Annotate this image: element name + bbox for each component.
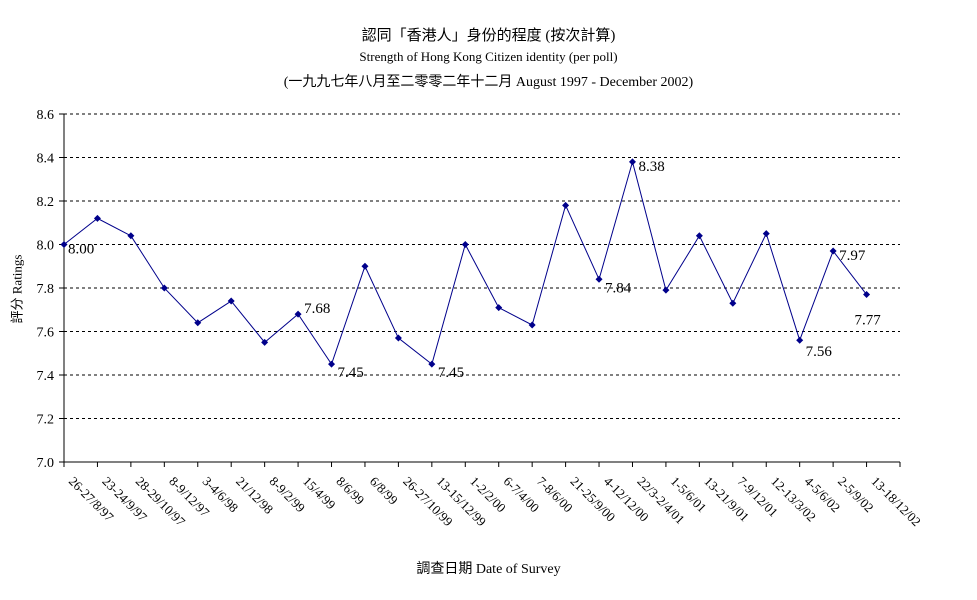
y-tick-label: 8.2 [37,195,55,210]
data-point [261,338,269,346]
data-label: 7.77 [855,313,882,329]
data-label: 8.00 [68,242,94,258]
y-tick-label: 7.8 [37,282,55,297]
data-point [428,360,436,368]
series-ratings [60,158,871,368]
y-tick-label: 7.2 [37,413,55,428]
data-label: 8.38 [638,159,664,175]
y-tick-label: 8.4 [37,152,55,167]
data-point [461,241,469,248]
data-point [227,297,235,305]
data-labels: 8.00 7.68 7.45 7.45 7.84 8.38 7.56 7.97 7.77 [68,159,881,381]
y-axis-label: 評分 Ratings [9,254,25,324]
data-point [729,299,737,307]
data-point [127,232,135,240]
data-label: 7.97 [839,248,866,264]
data-point [328,360,336,368]
axes [59,113,901,467]
data-point [294,310,302,318]
x-axis-label: 調查日期 Date of Survey [416,562,561,577]
chart-subtitle-period: (一九九七年八月至二零零二年十二月 August 1997 - December… [283,75,694,90]
data-label: 7.45 [438,365,464,381]
grid-lines [64,113,900,419]
x-tick-labels: 26-27/8/9723-24/9/9728-29/10/978-9/12/97… [66,474,924,530]
data-label: 7.84 [605,280,632,296]
y-tick-labels: 7.0 7.2 7.4 7.6 7.8 8.0 8.2 8.4 8.6 [37,108,55,471]
data-point [394,334,402,342]
y-tick-label: 7.0 [37,456,55,471]
y-tick-label: 8.6 [37,108,55,123]
x-tick-label: 13-18/12/02 [868,474,924,530]
x-tick-label: 6/8/99 [367,474,401,508]
data-point [829,247,837,255]
data-point [695,232,703,240]
y-tick-label: 8.0 [37,239,55,254]
data-point [762,230,770,238]
data-point [628,158,636,166]
x-tick-label: 6-7/4/00 [501,474,543,516]
data-point [662,286,670,294]
y-tick-label: 7.6 [37,326,55,341]
data-label: 7.68 [304,301,330,317]
x-tick-label: 7-8/6/00 [534,474,576,516]
data-point [863,291,871,299]
y-tick-label: 7.4 [37,369,55,384]
data-point [495,304,503,312]
data-point [595,275,603,283]
data-point [194,319,202,327]
data-point [60,241,68,248]
x-tick-label: 2-5/9/02 [835,474,877,516]
data-label: 7.56 [806,344,833,360]
data-label: 7.45 [338,365,364,381]
data-point [562,201,570,209]
series-line [63,159,867,366]
x-tick-label: 8/6/99 [333,474,367,508]
data-point [361,262,369,270]
chart-subtitle-english: Strength of Hong Kong Citizen identity (… [359,49,618,64]
data-point [796,336,804,344]
data-point [528,321,536,329]
data-point [93,214,101,222]
data-point [160,284,168,292]
chart-title: 認同「香港人」身份的程度 (按次計算) [361,28,616,44]
